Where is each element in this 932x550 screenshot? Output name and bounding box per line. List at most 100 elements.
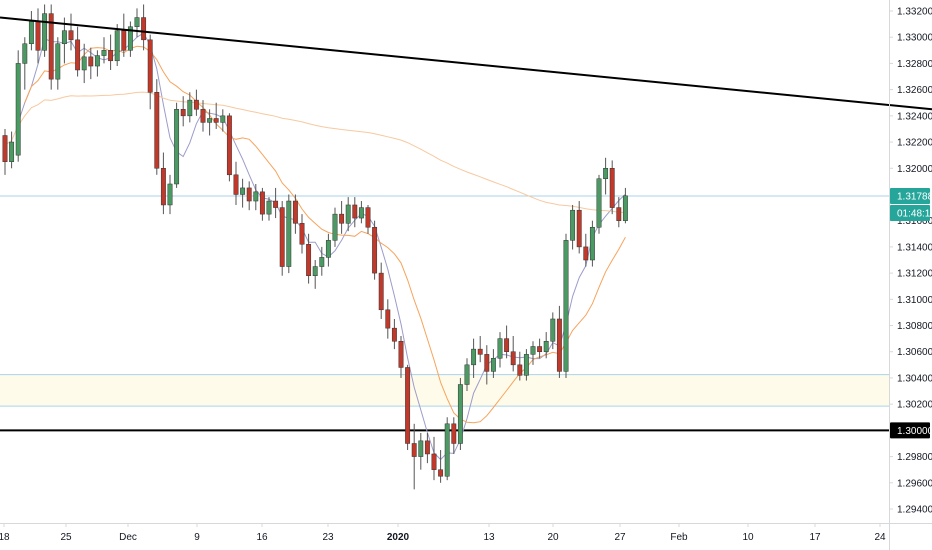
time-tick-label: 10 — [742, 532, 754, 543]
trendline-line[interactable] — [0, 16, 932, 111]
candle-down — [424, 440, 430, 455]
candle-down — [306, 244, 312, 276]
time-tick-label: Feb — [670, 532, 688, 543]
candle-up — [55, 43, 61, 80]
price-axis[interactable]: 1.33200 1.33000 1.32800 1.32600 1.32400 1.322… — [889, 7, 932, 516]
candle-up — [319, 257, 325, 267]
candle-down — [576, 209, 582, 248]
price-badge-label: 1.30000 — [897, 426, 932, 437]
price-tick-label: 1.33000 — [897, 33, 932, 44]
price-badge-label: 1.31788 — [897, 192, 932, 203]
candle-up — [457, 384, 463, 444]
candle-up — [28, 21, 34, 45]
candle-down — [405, 367, 411, 444]
price-badge — [890, 188, 930, 205]
candle-down — [154, 92, 160, 169]
candle-up — [332, 213, 338, 241]
candle-down — [68, 30, 74, 41]
candle-up — [464, 364, 470, 385]
time-tick-label: 27 — [614, 532, 626, 543]
candle-down — [35, 21, 41, 51]
candle-down — [292, 200, 298, 224]
candle-up — [42, 13, 48, 51]
candle-down — [299, 223, 305, 245]
candle-down — [556, 318, 562, 372]
ma-slow-line — [4, 91, 626, 213]
candle-down — [504, 338, 510, 352]
support-zone — [0, 374, 889, 407]
candle-up — [312, 266, 318, 276]
price-tick-label: 1.29400 — [897, 505, 932, 516]
candle-up — [253, 191, 259, 202]
candle-down — [88, 56, 94, 67]
candle-up — [543, 341, 549, 352]
price-tick-label: 1.30600 — [897, 347, 932, 358]
time-axis[interactable]: 18 25 Dec 9 16 23 2020 13 20 27 Feb 10 17 24 — [0, 523, 886, 543]
candle-up — [266, 200, 272, 215]
candle-down — [213, 118, 219, 123]
candle-down — [48, 13, 54, 80]
candle-up — [207, 118, 213, 123]
candle-down — [226, 115, 232, 176]
candle-up — [497, 338, 503, 359]
time-tick-label: 18 — [0, 532, 10, 543]
price-tick-label: 1.32000 — [897, 164, 932, 175]
candle-down — [484, 354, 490, 372]
candle-up — [589, 226, 595, 261]
candle-down — [108, 50, 114, 62]
price-tick-label: 1.29600 — [897, 478, 932, 489]
price-tick-label: 1.30400 — [897, 373, 932, 384]
candle-up — [418, 440, 424, 457]
candle-up — [220, 115, 226, 123]
candle-up — [471, 348, 477, 366]
candle-up — [530, 346, 536, 355]
candle-up — [15, 63, 21, 156]
candle-up — [81, 56, 87, 71]
price-tick-label: 1.32400 — [897, 111, 932, 122]
price-badge-label: 01:48:14 — [897, 209, 932, 220]
candle-down — [477, 348, 483, 355]
time-tick-label: 2020 — [387, 532, 410, 543]
price-tick-label: 1.33200 — [897, 7, 932, 18]
candle-down — [609, 168, 615, 208]
candle-up — [174, 109, 180, 185]
candle-down — [385, 309, 391, 329]
candle-up — [9, 141, 15, 162]
price-tick-label: 1.29800 — [897, 452, 932, 463]
candle-down — [246, 187, 252, 202]
price-tick-label: 1.31200 — [897, 269, 932, 280]
candle-up — [570, 209, 576, 241]
candle-up — [187, 99, 193, 117]
candle-down — [431, 453, 437, 470]
candle-up — [134, 17, 140, 27]
candle-up — [603, 168, 609, 179]
candle-down — [438, 469, 444, 477]
time-tick-label: 17 — [809, 532, 821, 543]
time-tick-label: 13 — [483, 532, 495, 543]
price-tick-label: 1.32600 — [897, 85, 932, 96]
time-tick-label: Dec — [119, 532, 137, 543]
price-tick-label: 1.32200 — [897, 138, 932, 149]
candle-up — [101, 50, 107, 56]
horizontal-lines — [0, 195, 889, 432]
candle-down — [517, 364, 523, 376]
candle-up — [167, 183, 173, 206]
price-badges: 1.31788 01:48:14 1.30000 — [890, 188, 932, 439]
time-tick-label: 9 — [194, 532, 200, 543]
candle-up — [596, 178, 602, 228]
trendline[interactable] — [0, 16, 932, 111]
candle-down — [259, 191, 265, 215]
candle-up — [358, 207, 364, 219]
price-tick-label: 1.30800 — [897, 321, 932, 332]
candle-up — [563, 240, 569, 372]
price-tick-label: 1.31400 — [897, 242, 932, 253]
candle-down — [398, 341, 404, 368]
candle-up — [490, 358, 496, 372]
candle-up — [622, 195, 628, 221]
candle-up — [22, 43, 28, 64]
candle-down — [537, 346, 543, 352]
candle-down — [75, 39, 81, 71]
support-zone-fill — [0, 374, 889, 407]
